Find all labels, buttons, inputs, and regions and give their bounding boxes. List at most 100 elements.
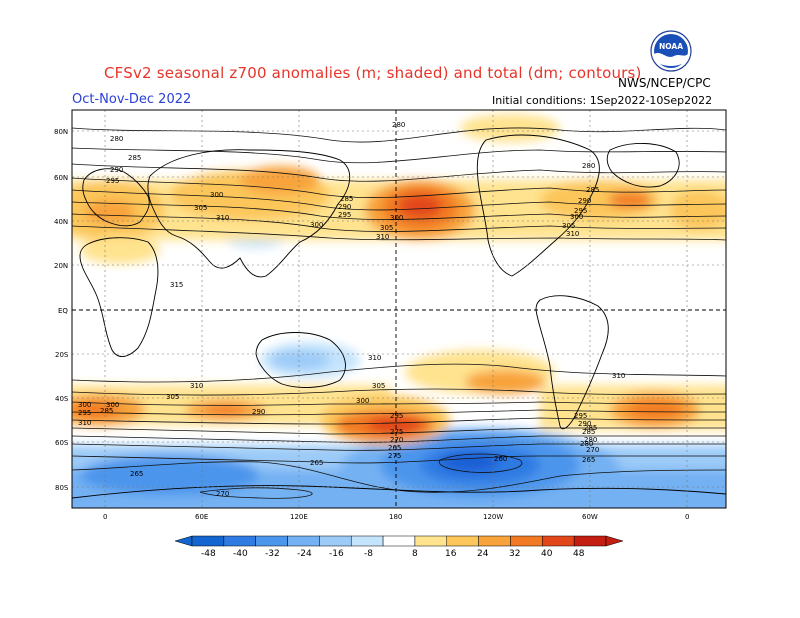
lat-label-60s: 60S bbox=[55, 439, 69, 447]
contour-label-31: 285 bbox=[100, 407, 113, 415]
contour-label-12: 295 bbox=[338, 211, 351, 219]
contour-label-35: 285 bbox=[582, 428, 595, 436]
colorbar-left-arrow bbox=[174, 535, 193, 547]
contour-south-4 bbox=[72, 409, 726, 416]
contour-south-9 bbox=[72, 455, 726, 464]
contour-label-50: 295 bbox=[78, 409, 91, 417]
contour-label-29: 295 bbox=[390, 412, 403, 420]
pos-core-asia bbox=[240, 166, 320, 194]
pos-core-south-atlantic-east bbox=[627, 401, 683, 419]
contour-label-18: 285 bbox=[586, 186, 599, 194]
contour-label-3: 285 bbox=[128, 154, 141, 162]
lon-label-60e: 60E bbox=[195, 513, 208, 521]
contour-label-49: 300 bbox=[78, 401, 91, 409]
latitude-labels: 80N 60N 40N 20N EQ 20S 40S 60S 80S bbox=[54, 128, 69, 492]
contour-label-6: 300 bbox=[210, 191, 223, 199]
graticule bbox=[72, 110, 726, 508]
cbar-label-p32: 32 bbox=[509, 549, 520, 559]
pos-core-south-atlantic bbox=[72, 402, 120, 418]
contour-label-21: 300 bbox=[570, 213, 583, 221]
contour-label-43: 275 bbox=[388, 452, 401, 460]
contour-label-23: 310 bbox=[566, 230, 579, 238]
colorbar-labels: -48 -40 -32 -24 -16 -8 8 16 24 32 40 48 bbox=[201, 549, 585, 559]
pos-core-north-atlantic bbox=[608, 192, 652, 208]
pos-area-sahara bbox=[80, 236, 160, 264]
contour-north-2 bbox=[72, 147, 726, 164]
contour-label-7: 305 bbox=[194, 204, 207, 212]
contour-label-46: 265 bbox=[130, 470, 143, 478]
contour-label-8: 310 bbox=[216, 214, 229, 222]
coast-australia bbox=[255, 332, 346, 388]
colorbar-cell bbox=[255, 535, 288, 547]
contour-label-20: 295 bbox=[574, 207, 587, 215]
contour-label-51: 310 bbox=[78, 419, 91, 427]
contour-label-10: 285 bbox=[340, 195, 353, 203]
contour-north-7 bbox=[72, 213, 726, 232]
contour-label-25: 310 bbox=[190, 382, 203, 390]
lat-label-20s: 20S bbox=[55, 351, 69, 359]
cbar-label-p8: 8 bbox=[412, 549, 418, 559]
lat-label-80s: 80S bbox=[55, 484, 69, 492]
cbar-label-p40: 40 bbox=[541, 549, 553, 559]
map-frame bbox=[71, 109, 727, 509]
contour-label-47: 270 bbox=[216, 490, 229, 498]
colorbar-cell bbox=[382, 535, 416, 547]
colorbar-cell bbox=[573, 535, 607, 547]
colorbar-cell bbox=[191, 535, 225, 547]
lon-label-180: 180 bbox=[389, 513, 402, 521]
contour-label-24: 310 bbox=[368, 354, 381, 362]
longitude-labels: 0 60E 120E 180 120W 60W 0 bbox=[103, 513, 689, 521]
cbar-label-m16: -16 bbox=[329, 549, 344, 559]
contour-north-8 bbox=[72, 225, 726, 241]
lat-label-80n: 80N bbox=[54, 128, 68, 136]
contour-label-28: 300 bbox=[356, 397, 369, 405]
pos-area-east-europe bbox=[670, 190, 726, 230]
lon-label-0-right: 0 bbox=[685, 513, 689, 521]
lon-label-120e: 120E bbox=[290, 513, 308, 521]
coast-greenland bbox=[606, 142, 680, 188]
contour-label-38: 270 bbox=[390, 436, 403, 444]
pos-core-europe bbox=[85, 200, 135, 224]
lon-label-60w: 60W bbox=[582, 513, 598, 521]
pos-center-north-pacific bbox=[398, 194, 442, 218]
logo-text: NOAA bbox=[659, 42, 683, 51]
contour-label-34: 290 bbox=[578, 420, 591, 428]
contour-label-13: 300 bbox=[390, 214, 403, 222]
contour-south-5 bbox=[72, 417, 726, 425]
cbar-label-m8: -8 bbox=[364, 549, 373, 559]
cbar-label-p16: 16 bbox=[445, 549, 457, 559]
contour-south-10 bbox=[72, 461, 726, 493]
lon-label-120w: 120W bbox=[483, 513, 503, 521]
coast-south-america bbox=[535, 295, 609, 430]
colorbar-cells bbox=[191, 535, 607, 547]
lat-label-40n: 40N bbox=[54, 218, 68, 226]
contour-label-19: 290 bbox=[578, 197, 591, 205]
contour-label-1: 280 bbox=[110, 135, 123, 143]
coast-antarctica bbox=[72, 485, 726, 508]
contour-label-5: 295 bbox=[106, 177, 119, 185]
colorbar-cell bbox=[319, 535, 352, 547]
colorbar-cell bbox=[478, 535, 511, 547]
contour-antarctic-1 bbox=[199, 487, 313, 499]
lat-label-20n: 20N bbox=[54, 262, 68, 270]
colorbar-cell bbox=[414, 535, 448, 547]
contour-label-52: 305 bbox=[166, 393, 179, 401]
colorbar-cell bbox=[223, 535, 256, 547]
contour-label-27: 305 bbox=[372, 382, 385, 390]
lat-label-60n: 60N bbox=[54, 174, 68, 182]
contour-label-2: 280 bbox=[392, 121, 405, 129]
contour-label-44: 280 bbox=[580, 440, 593, 448]
coastlines bbox=[72, 134, 726, 508]
contour-label-36: 280 bbox=[584, 436, 597, 444]
contour-label-22: 305 bbox=[562, 222, 575, 230]
contour-label-4: 290 bbox=[110, 166, 123, 174]
contour-label-45: 285 bbox=[584, 424, 597, 432]
contour-south-6 bbox=[72, 427, 726, 435]
contour-north-3 bbox=[72, 163, 726, 182]
colorbar-cell bbox=[350, 535, 384, 547]
contour-labels: 280 280 285 290 295 300 305 310 315 285 … bbox=[78, 121, 625, 498]
cbar-label-m48: -48 bbox=[201, 549, 216, 559]
colorbar-cell bbox=[510, 535, 543, 547]
contour-north-6 bbox=[72, 201, 726, 220]
